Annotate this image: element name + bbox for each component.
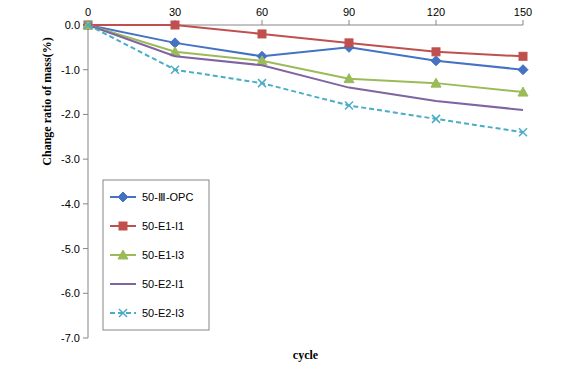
point — [431, 56, 441, 66]
y-tick-label: -2.0 — [61, 108, 80, 120]
point — [519, 128, 527, 136]
series-line — [88, 25, 523, 56]
point — [432, 115, 440, 123]
y-tick — [83, 69, 88, 70]
y-tick — [83, 248, 88, 249]
x-tick-label: 0 — [85, 6, 91, 18]
point — [518, 87, 528, 96]
series-line — [88, 25, 523, 132]
x-tick — [349, 20, 350, 25]
point — [258, 79, 266, 87]
legend-marker — [118, 192, 128, 202]
y-tick-label: 0.0 — [65, 19, 80, 31]
point — [84, 21, 92, 29]
x-tick — [436, 20, 437, 25]
point — [519, 52, 527, 60]
legend-marker — [119, 309, 127, 317]
y-tick — [83, 293, 88, 294]
legend-marker — [118, 250, 128, 259]
y-tick-label: -3.0 — [61, 153, 80, 165]
point — [345, 101, 353, 109]
point — [171, 66, 179, 74]
y-tick-label: -4.0 — [61, 198, 80, 210]
y-tick-label: -5.0 — [61, 243, 80, 255]
legend-swatch — [110, 283, 136, 285]
point — [431, 78, 441, 87]
x-tick-label: 120 — [427, 6, 445, 18]
point — [432, 48, 440, 56]
plot-area — [83, 20, 528, 136]
y-tick-label: -7.0 — [61, 332, 80, 344]
point — [258, 30, 266, 38]
point — [174, 56, 175, 57]
legend-label: 50-E2-I1 — [142, 278, 184, 290]
point — [83, 20, 93, 30]
legend-marker — [119, 222, 127, 230]
x-axis-label: cycle — [293, 348, 319, 362]
y-tick — [83, 159, 88, 160]
y-axis-label: Change ratio of mass(%) — [40, 37, 54, 165]
y-axis-line — [88, 25, 89, 338]
x-tick — [262, 20, 263, 25]
series-line — [88, 25, 523, 110]
point — [171, 21, 179, 29]
point — [435, 101, 436, 102]
legend-label: 50-E1-I3 — [142, 249, 184, 261]
point — [522, 109, 523, 110]
point — [518, 65, 528, 75]
y-tick — [83, 338, 88, 339]
x-tick-label: 90 — [343, 6, 355, 18]
x-tick-label: 150 — [514, 6, 532, 18]
legend-label: 50-E2-I3 — [142, 307, 184, 319]
point — [261, 65, 262, 66]
point — [348, 87, 349, 88]
y-tick — [83, 203, 88, 204]
series-line — [88, 25, 523, 70]
point — [83, 20, 93, 29]
point — [344, 74, 354, 83]
x-tick-label: 60 — [256, 6, 268, 18]
y-tick — [83, 114, 88, 115]
point — [345, 39, 353, 47]
chart: 0.0 -1.0 -2.0 -3.0 -4.0 -5.0 -6.0 -7.0 0 30 60 90 12… — [0, 0, 567, 378]
legend-label: 50-Ⅲ-OPC — [142, 191, 193, 203]
legend: 50-Ⅲ-OPC 50-E1-I1 50-E1-I3 50-E2-I1 50-E2-I3 — [103, 180, 209, 330]
y-tick-label: -6.0 — [61, 287, 80, 299]
y-tick-label: -1.0 — [61, 64, 80, 76]
point — [257, 56, 267, 65]
x-tick — [523, 20, 524, 25]
x-tick-label: 30 — [169, 6, 181, 18]
legend-box — [103, 180, 209, 330]
legend-label: 50-E1-I1 — [142, 220, 184, 232]
